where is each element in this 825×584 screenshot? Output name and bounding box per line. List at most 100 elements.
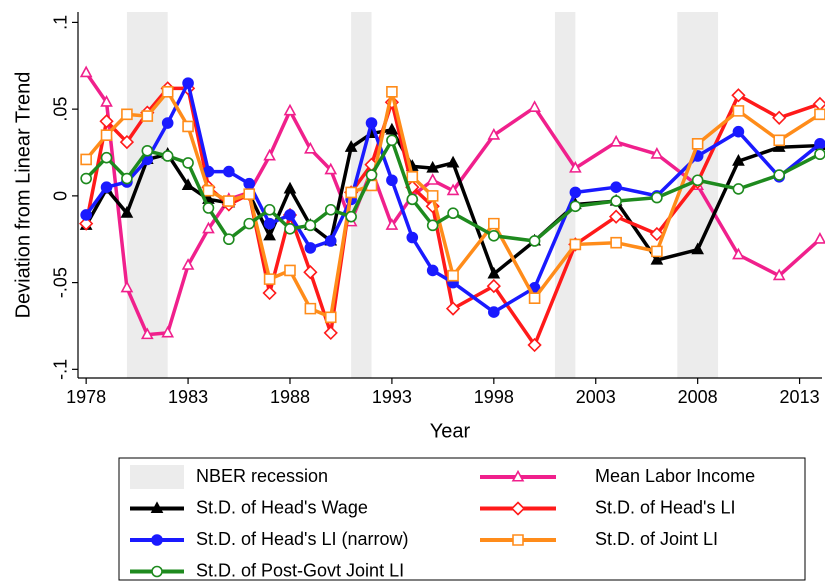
point [181, 258, 195, 270]
x-tick-label: 1978 [66, 387, 106, 407]
legend-marker [511, 469, 525, 482]
point [99, 114, 114, 129]
point [486, 278, 501, 294]
point [569, 160, 582, 173]
point [182, 77, 194, 89]
point [731, 88, 746, 103]
point [324, 235, 337, 247]
point [426, 160, 440, 173]
point [161, 325, 175, 338]
point [406, 193, 419, 206]
x-tick-label: 2013 [780, 387, 820, 407]
legend-marker [512, 534, 524, 546]
point [487, 127, 501, 140]
point [345, 210, 357, 223]
series-line [84, 81, 822, 314]
point [344, 140, 358, 152]
point [527, 337, 542, 353]
point [284, 209, 296, 221]
point [79, 65, 93, 78]
legend-label: St.D. of Post-Govt Joint LI [196, 560, 404, 580]
x-tick-label: 1988 [270, 387, 310, 407]
point [569, 238, 582, 251]
point [650, 147, 664, 159]
point [80, 209, 92, 221]
y-tick-label: .1 [51, 15, 71, 30]
point [732, 247, 745, 260]
legend-label: St.D. of Head's LI (narrow) [196, 529, 409, 549]
point [446, 183, 460, 196]
point [608, 209, 624, 224]
point [691, 174, 704, 187]
point [649, 226, 665, 242]
x-tick-label: 2008 [678, 387, 718, 407]
point [263, 203, 276, 216]
y-tick-label: -.1 [51, 359, 71, 380]
point [447, 207, 459, 220]
point [772, 268, 786, 281]
point [263, 273, 276, 285]
point [80, 172, 92, 185]
point [488, 306, 500, 318]
y-tick-label: .05 [51, 97, 71, 122]
legend-marker [151, 534, 163, 546]
point [263, 217, 276, 230]
point [385, 122, 399, 135]
point [202, 202, 215, 214]
point [243, 217, 256, 230]
point [488, 229, 500, 242]
series-line [84, 128, 821, 276]
point [283, 181, 297, 194]
point [324, 203, 337, 216]
point [488, 217, 500, 230]
point [243, 188, 256, 200]
point [100, 95, 113, 107]
point [304, 242, 317, 254]
legend-box [118, 457, 806, 581]
point [406, 170, 419, 183]
point [263, 148, 276, 161]
legend-label: St.D. of Head's Wage [196, 497, 368, 517]
point [445, 301, 461, 316]
legend-swatch [130, 465, 184, 489]
point [426, 190, 439, 202]
point [120, 280, 134, 293]
point [284, 223, 296, 235]
point [182, 120, 194, 133]
point [140, 327, 154, 340]
point [223, 165, 235, 178]
point [691, 242, 705, 255]
point [263, 228, 276, 241]
y-tick-label: 0 [51, 191, 71, 201]
x-axis-title: Year [430, 420, 471, 442]
point [243, 177, 256, 190]
point [528, 235, 541, 247]
point [345, 186, 357, 199]
point [223, 233, 235, 246]
point [406, 231, 419, 244]
point [814, 108, 825, 121]
point [141, 110, 154, 122]
point [732, 183, 745, 195]
point [365, 117, 378, 129]
point [773, 134, 785, 147]
point [609, 134, 623, 147]
point [610, 181, 622, 193]
legend-marker [510, 501, 526, 516]
y-tick-label: -.05 [51, 267, 71, 298]
point [121, 172, 133, 185]
point [181, 178, 195, 191]
point [324, 311, 337, 324]
point [283, 103, 297, 116]
point [223, 195, 235, 207]
point [569, 200, 582, 213]
y-axis-title: Deviation from Linear Trend [12, 72, 34, 319]
point [324, 162, 338, 175]
point [773, 169, 785, 181]
point [732, 125, 745, 138]
point [426, 173, 440, 185]
point [732, 153, 745, 166]
point [202, 221, 215, 234]
point [100, 151, 113, 164]
